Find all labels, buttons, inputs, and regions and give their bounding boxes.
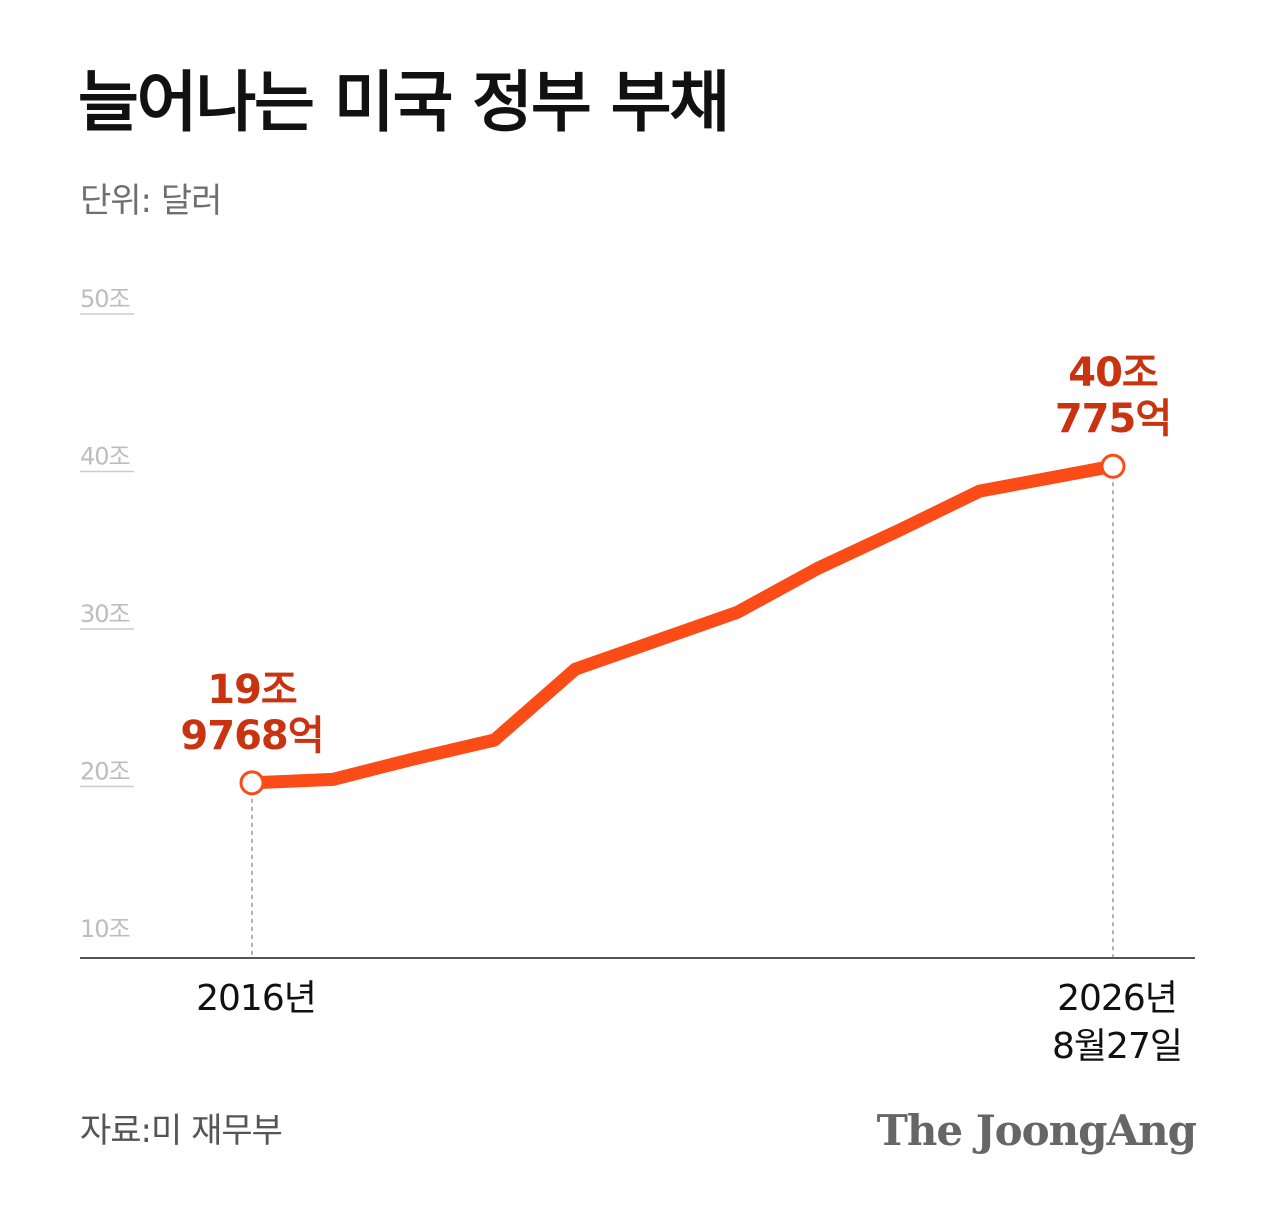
y-tick-label: 30조 xyxy=(80,600,130,628)
source-note: 자료:미 재무부 xyxy=(80,1111,283,1151)
y-tick-label: 50조 xyxy=(80,285,130,313)
unit-label: 단위: 달러 xyxy=(80,181,222,221)
value-label-line2: 775억 xyxy=(1055,396,1171,442)
data-point-marker xyxy=(1100,453,1126,479)
series-layer xyxy=(239,453,1126,796)
x-tick-layer: 2016년 2026년 8월27일 xyxy=(196,978,1183,1067)
y-tick-label: 40조 xyxy=(80,443,130,471)
value-label-line2: 9768억 xyxy=(180,713,323,759)
data-point-marker xyxy=(239,770,265,796)
y-tick-label: 10조 xyxy=(80,915,130,943)
grid-layer: 10조 20조 30조 40조 50조 xyxy=(80,285,134,943)
value-label-line1: 19조 xyxy=(207,667,297,713)
x-tick-label-line2: 8월27일 xyxy=(1052,1026,1182,1067)
dropline-layer xyxy=(251,466,1114,958)
value-label-line1: 40조 xyxy=(1068,350,1158,396)
line-chart: 10조 20조 30조 40조 50조 2016년 2026년 8월27일 19조9768억… xyxy=(80,285,1195,1067)
x-tick-label: 2016년 xyxy=(196,978,316,1019)
brand-logo: The JoongAng xyxy=(876,1106,1197,1155)
debt-series-line xyxy=(245,459,1120,790)
chart-title: 늘어나는 미국 정부 부채 xyxy=(78,64,730,141)
y-tick-label: 20조 xyxy=(80,758,130,786)
x-tick-label: 2026년 xyxy=(1057,978,1177,1019)
